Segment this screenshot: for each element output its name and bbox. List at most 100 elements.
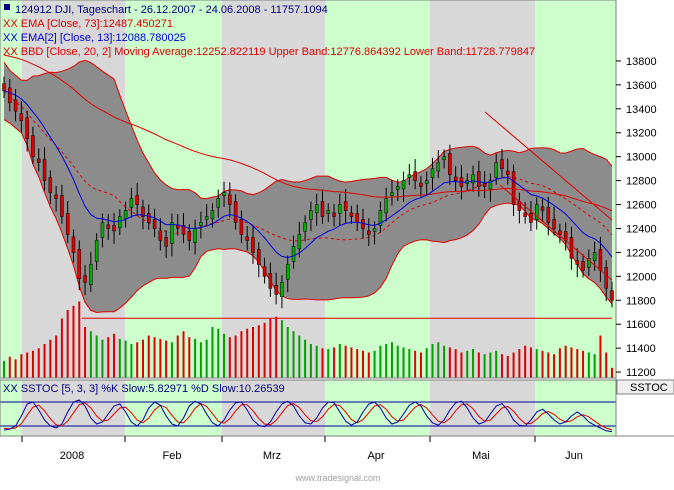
- volume-bar: [188, 337, 191, 378]
- candle-body: [563, 231, 568, 241]
- candle-body: [534, 204, 539, 220]
- trendline-upper: [484, 111, 613, 221]
- candle-body: [251, 237, 255, 253]
- volume-bar: [14, 359, 17, 378]
- volume-bar: [460, 352, 463, 378]
- candle-body: [309, 210, 313, 220]
- volume-bar: [280, 320, 283, 378]
- price-tick-label: 11400: [626, 343, 656, 355]
- candle-body: [158, 230, 163, 241]
- volume-bar: [141, 339, 144, 378]
- candle-body: [494, 162, 498, 178]
- volume-bar: [408, 349, 411, 378]
- candle-body: [326, 210, 331, 214]
- stoch-band-light: [0, 380, 22, 436]
- ema13-line: [3, 90, 613, 259]
- candle-body: [442, 156, 446, 160]
- bollinger-upper-line: [3, 59, 613, 200]
- price-axis: 13800 13600 13400 13200 13000 12800 12600 12400…: [616, 56, 657, 379]
- volume-bar: [72, 305, 75, 378]
- volume-bar: [495, 350, 498, 378]
- volume-bar: [506, 355, 509, 378]
- candle-body: [112, 225, 116, 232]
- volume-bar: [20, 354, 23, 378]
- volume-bar: [124, 340, 127, 378]
- candle-body: [285, 264, 290, 280]
- ema13-legend[interactable]: XX EMA[2] [Close, 13]:12088.780025: [3, 32, 186, 44]
- stoch-series: [0, 399, 616, 433]
- candle-body: [8, 87, 12, 104]
- ema73-legend[interactable]: XX EMA [Close, 73]:12487.450271: [3, 18, 173, 30]
- candle-body: [89, 264, 93, 285]
- candle-body: [604, 267, 608, 289]
- volume-bar: [153, 337, 156, 378]
- volume-bar: [182, 331, 185, 378]
- volume-bar: [37, 348, 40, 378]
- candle-body: [546, 207, 551, 223]
- candle-body: [349, 212, 354, 217]
- candle-body: [540, 206, 545, 211]
- bollinger-legend[interactable]: XX BBD [Close, 20, 2] Moving Average:122…: [3, 46, 535, 58]
- month-label: Mai: [472, 450, 490, 462]
- volume-bar: [524, 345, 527, 378]
- candle-body: [60, 195, 64, 217]
- candle-body: [372, 228, 377, 232]
- candle-body: [65, 213, 70, 235]
- volume-bar: [472, 349, 475, 378]
- candle-body: [436, 162, 441, 172]
- volume-bar: [587, 352, 590, 378]
- candle-body: [384, 198, 388, 214]
- volume-bar: [275, 316, 278, 378]
- candle-body: [147, 213, 151, 223]
- bollinger-mid-line: [3, 90, 613, 242]
- candle-body: [268, 273, 273, 289]
- volume-bar: [558, 348, 561, 378]
- volume-bar: [425, 348, 428, 378]
- candle-body: [106, 224, 110, 229]
- stoch-legend[interactable]: XX SSTOC [5, 3, 3] %K Slow:5.82971 %D Sl…: [3, 383, 285, 395]
- candle-body: [228, 194, 232, 205]
- volume-bar: [78, 301, 81, 378]
- volume-bar: [84, 327, 87, 378]
- volume-bar: [327, 349, 330, 378]
- volume-bar: [31, 350, 34, 378]
- volume-bar: [211, 327, 214, 378]
- candle-body: [587, 258, 591, 268]
- month-label: Feb: [163, 450, 182, 462]
- volume-bar: [321, 348, 324, 378]
- volume-bar: [107, 337, 110, 378]
- volume-bar: [199, 342, 202, 378]
- stoch-band-light: [535, 380, 616, 436]
- price-tick-label: 12200: [626, 247, 657, 259]
- candle-body: [222, 192, 226, 196]
- candle-body: [430, 168, 435, 178]
- candle-body: [19, 113, 24, 122]
- candle-body: [118, 216, 122, 229]
- volume-bar: [263, 322, 266, 378]
- volume-bar: [89, 331, 92, 378]
- volume-bar: [593, 354, 596, 378]
- volume-bar: [379, 345, 382, 378]
- price-tick-label: 13800: [626, 56, 657, 68]
- candle-body: [170, 222, 174, 244]
- candle-body: [204, 216, 209, 220]
- volume-bar: [535, 349, 538, 378]
- price-tick-label: 11600: [626, 319, 656, 331]
- candle-body: [320, 201, 325, 217]
- stoch-k-line: [3, 399, 613, 433]
- candle-body: [569, 237, 574, 259]
- candle-body: [396, 186, 400, 190]
- volume-bar: [518, 349, 521, 378]
- price-tick-label: 12000: [626, 271, 657, 283]
- volume-bar: [55, 335, 58, 378]
- volume-bar: [118, 338, 121, 378]
- volume-bar: [234, 335, 237, 378]
- volume-bar: [101, 339, 104, 378]
- price-tick-label: 11200: [626, 367, 656, 379]
- candle-body: [77, 249, 82, 279]
- candle-body: [36, 158, 41, 163]
- candle-body: [413, 171, 417, 181]
- ema73-line: [3, 54, 613, 212]
- candle-body: [401, 180, 406, 190]
